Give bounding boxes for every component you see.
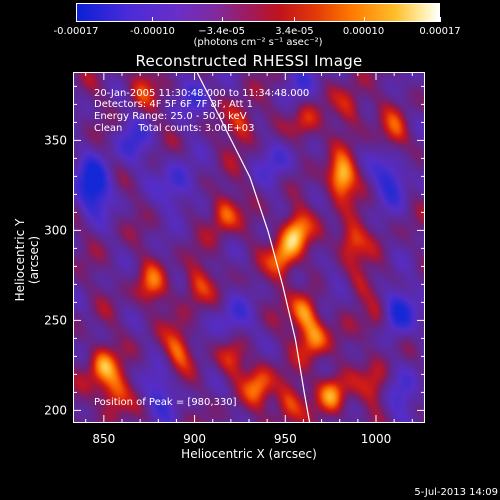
chart-title: Reconstructed RHESSI Image [135,52,363,70]
colorbar-tick [363,17,365,22]
y-tick-label: 250 [44,313,67,327]
colorbar-tick-label: -0.00017 [53,26,99,37]
x-axis-label: Heliocentric X (arcsec) [181,447,317,461]
colorbar-tick [440,17,441,22]
x-tick-label: 900 [183,432,206,446]
x-tick-label: 950 [274,432,297,446]
y-axis-label: Heliocentric Y (arcsec) [13,218,41,302]
colorbar-tick-label: 3.4e-05 [275,26,314,37]
y-tick-label: 300 [44,223,67,237]
colorbar-tick-label: −3.4e-05 [198,26,245,37]
colorbar-tick-label: 0.00010 [342,26,385,37]
colorbar-units: (photons cm⁻² s⁻¹ asec⁻²) [193,37,323,48]
colorbar-tick [294,17,296,22]
timestamp-footer: 5-Jul-2013 14:09 [414,487,498,498]
colorbar-tick [152,17,154,22]
annotation-energy: Energy Range: 25.0 - 50.0 keV [94,111,247,122]
solar-limb-line [196,73,311,422]
colorbar-tick-label: 0.00017 [419,26,461,37]
annotation-clean: Clean Total counts: 3.00E+03 [94,123,255,134]
colorbar-tick-label: -0.00010 [129,26,175,37]
heatmap-image [74,73,424,422]
plot-area: 20-Jan-2005 11:30:48.000 to 11:34:48.000… [73,72,425,423]
x-tick-label: 1000 [361,432,392,446]
colorbar-tick [76,17,77,22]
limb-overlay [196,73,311,422]
annotation-peak: Position of Peak = [980,330] [94,397,237,408]
colorbar [76,3,440,22]
annotation-detectors: Detectors: 4F 5F 6F 7F 8F, Att 1 [94,99,254,110]
annotation-time: 20-Jan-2005 11:30:48.000 to 11:34:48.000 [94,88,310,99]
y-tick-label: 350 [44,133,67,147]
colorbar-tick [221,17,223,22]
y-tick-label: 200 [44,403,67,417]
x-tick-label: 850 [92,432,115,446]
